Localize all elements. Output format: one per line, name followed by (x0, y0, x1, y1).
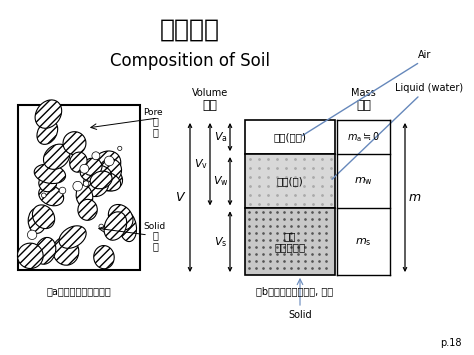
Text: $V_\mathrm{a}$: $V_\mathrm{a}$ (214, 130, 228, 144)
Text: Mass: Mass (351, 88, 376, 98)
Ellipse shape (28, 208, 46, 233)
Text: Liquid (water): Liquid (water) (395, 83, 463, 93)
Circle shape (104, 156, 114, 166)
Text: Air: Air (418, 50, 431, 60)
Text: Volume: Volume (192, 88, 228, 98)
Text: Composition of Soil: Composition of Soil (110, 52, 270, 70)
Ellipse shape (109, 204, 133, 230)
Ellipse shape (91, 166, 123, 191)
Ellipse shape (59, 226, 86, 248)
Ellipse shape (104, 212, 127, 240)
Ellipse shape (99, 159, 121, 183)
Text: $m_\mathrm{a} \fallingdotseq 0$: $m_\mathrm{a} \fallingdotseq 0$ (347, 130, 380, 144)
Bar (245, 154, 335, 208)
Ellipse shape (90, 171, 112, 189)
Bar (18, 105, 140, 270)
Circle shape (118, 146, 122, 151)
Ellipse shape (80, 164, 111, 182)
Ellipse shape (83, 170, 109, 197)
Ellipse shape (34, 164, 65, 184)
Text: 体積: 体積 (202, 99, 218, 112)
Ellipse shape (53, 237, 79, 265)
Ellipse shape (78, 200, 97, 220)
Circle shape (80, 164, 89, 173)
Circle shape (99, 224, 103, 229)
Ellipse shape (94, 246, 114, 269)
Ellipse shape (32, 205, 55, 229)
Text: $m_\mathrm{w}$: $m_\mathrm{w}$ (354, 175, 373, 187)
Circle shape (41, 193, 46, 198)
Text: Solid: Solid (143, 222, 165, 231)
Ellipse shape (35, 100, 62, 128)
Text: $V_\mathrm{s}$: $V_\mathrm{s}$ (214, 235, 228, 248)
Bar (245, 208, 335, 275)
Ellipse shape (82, 158, 102, 176)
Text: 土の構成: 土の構成 (160, 18, 220, 42)
Text: p.18: p.18 (440, 338, 462, 348)
Text: $V_\mathrm{w}$: $V_\mathrm{w}$ (213, 174, 229, 188)
Text: 固体
（土粒子）: 固体 （土粒子） (274, 231, 306, 252)
Ellipse shape (63, 132, 86, 155)
Circle shape (59, 187, 66, 194)
Text: Solid: Solid (288, 310, 312, 320)
Ellipse shape (118, 211, 137, 241)
Text: 間
隙: 間 隙 (153, 116, 159, 137)
Text: 気体(空気): 気体(空気) (273, 132, 307, 142)
Ellipse shape (18, 243, 43, 268)
Text: $V_\mathrm{v}$: $V_\mathrm{v}$ (194, 157, 208, 171)
Ellipse shape (39, 173, 57, 192)
Text: 固
体: 固 体 (153, 230, 159, 251)
Text: Pore: Pore (143, 108, 163, 117)
Text: 質量: 質量 (356, 99, 371, 112)
Text: （a）土の断面の拡大図: （a）土の断面の拡大図 (46, 286, 111, 296)
Ellipse shape (95, 172, 121, 191)
Ellipse shape (90, 151, 121, 181)
Circle shape (83, 181, 89, 186)
Ellipse shape (37, 120, 58, 144)
Text: $V$: $V$ (175, 191, 187, 204)
Circle shape (27, 230, 37, 240)
Bar (245, 120, 335, 154)
Ellipse shape (44, 144, 70, 169)
Text: 液体(水): 液体(水) (277, 176, 303, 186)
Text: （b）土の構成と体積, 質量: （b）土の構成と体積, 質量 (256, 286, 334, 296)
Ellipse shape (70, 152, 87, 172)
Circle shape (73, 181, 82, 191)
Text: $m_\mathrm{s}$: $m_\mathrm{s}$ (355, 236, 372, 247)
Ellipse shape (76, 185, 93, 208)
Text: $m$: $m$ (408, 191, 422, 204)
Circle shape (92, 152, 100, 160)
Ellipse shape (39, 185, 64, 206)
Ellipse shape (35, 237, 56, 264)
